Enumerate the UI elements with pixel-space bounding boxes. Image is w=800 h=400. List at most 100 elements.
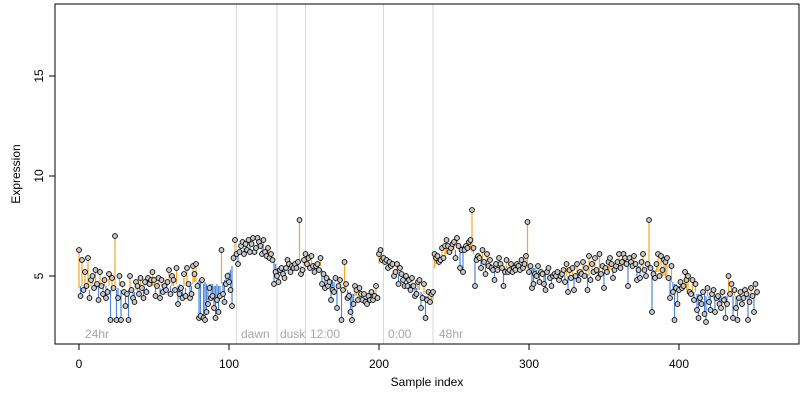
data-point-201	[377, 247, 384, 253]
annotation-0: 24hr	[85, 327, 109, 341]
data-point-307	[536, 279, 543, 285]
data-point-216	[400, 277, 406, 283]
data-point-442	[739, 301, 745, 307]
data-point-106	[235, 261, 241, 267]
data-point-181	[347, 309, 354, 315]
data-point-375	[638, 259, 645, 265]
data-point-439	[734, 317, 741, 323]
data-point-333	[575, 277, 582, 283]
data-point-126	[265, 245, 271, 251]
data-point-288	[508, 261, 514, 267]
data-point-157	[311, 269, 318, 275]
data-point-79	[194, 283, 201, 289]
data-point-10	[91, 285, 97, 291]
data-point-100	[226, 279, 232, 285]
data-point-264	[472, 283, 478, 289]
data-point-60	[166, 267, 172, 273]
data-point-14	[97, 269, 103, 275]
data-point-300	[526, 269, 532, 275]
data-point-221	[407, 287, 414, 293]
data-point-298	[523, 253, 529, 259]
data-point-259	[464, 245, 471, 251]
data-point-91	[212, 315, 219, 321]
data-point-152	[304, 261, 310, 267]
data-point-66	[175, 301, 181, 307]
data-point-370	[631, 253, 637, 259]
data-point-271	[482, 271, 489, 277]
data-point-396	[670, 289, 676, 295]
data-point-336	[580, 259, 586, 265]
data-point-21	[107, 317, 114, 323]
data-point-267	[476, 255, 483, 261]
data-point-198	[373, 283, 379, 289]
data-point-379	[644, 261, 651, 267]
y-tick-label-0: 5	[32, 272, 46, 279]
data-point-234	[427, 299, 433, 305]
data-point-374	[637, 275, 643, 281]
y-tick-label-1: 10	[32, 169, 46, 183]
data-point-324	[562, 279, 568, 285]
data-point-151	[302, 251, 309, 257]
data-point-6	[85, 255, 91, 261]
data-point-445	[743, 291, 750, 297]
data-point-85	[203, 309, 210, 315]
data-point-342	[589, 261, 595, 267]
data-point-163	[320, 271, 327, 277]
data-point-332	[574, 261, 580, 267]
data-point-168	[328, 297, 334, 303]
data-point-211	[392, 269, 399, 275]
data-point-344	[592, 255, 598, 261]
data-point-128	[268, 251, 274, 257]
data-point-392	[664, 255, 670, 261]
data-point-77	[191, 271, 198, 277]
data-point-389	[659, 267, 666, 273]
data-point-70	[181, 271, 187, 277]
data-point-113	[245, 237, 252, 243]
data-point-93	[215, 309, 222, 315]
data-point-373	[635, 267, 642, 273]
data-point-311	[542, 287, 549, 293]
data-point-90	[211, 305, 217, 311]
data-point-27	[116, 273, 123, 279]
data-point-26	[115, 295, 121, 301]
data-point-410	[691, 297, 697, 303]
x-tick-label-2: 200	[369, 357, 389, 371]
data-point-309	[539, 271, 546, 277]
data-point-428	[718, 305, 724, 311]
data-point-340	[586, 253, 592, 259]
data-point-172	[334, 305, 340, 311]
data-point-409	[689, 277, 696, 283]
data-point-160	[316, 267, 322, 273]
annotation-3: 12:00	[310, 327, 340, 341]
data-point-219	[404, 283, 411, 289]
data-point-438	[733, 305, 739, 311]
data-point-361	[617, 265, 624, 271]
data-point-437	[731, 287, 738, 293]
data-point-337	[581, 273, 588, 279]
data-point-395	[668, 263, 675, 269]
data-point-171	[332, 275, 339, 281]
data-point-176	[340, 287, 346, 293]
data-point-299	[524, 219, 531, 225]
data-point-347	[596, 251, 603, 257]
data-point-121	[257, 243, 264, 249]
data-point-222	[409, 275, 415, 281]
data-point-381	[647, 265, 654, 271]
data-point-426	[715, 293, 721, 299]
data-point-350	[601, 285, 607, 291]
data-point-149	[299, 267, 306, 273]
data-point-82	[199, 277, 205, 283]
data-point-393	[665, 275, 672, 281]
data-point-73	[185, 281, 192, 287]
data-point-254	[457, 265, 463, 271]
data-point-24	[112, 233, 118, 239]
x-axis: 0 100 200 300 400	[76, 344, 689, 371]
data-point-192	[364, 301, 370, 307]
data-point-446	[745, 317, 751, 323]
data-point-165	[323, 275, 330, 281]
data-point-132	[274, 273, 280, 279]
data-point-45	[143, 289, 150, 295]
data-point-330	[571, 287, 577, 293]
data-point-251	[452, 255, 459, 261]
data-point-236	[430, 289, 436, 295]
